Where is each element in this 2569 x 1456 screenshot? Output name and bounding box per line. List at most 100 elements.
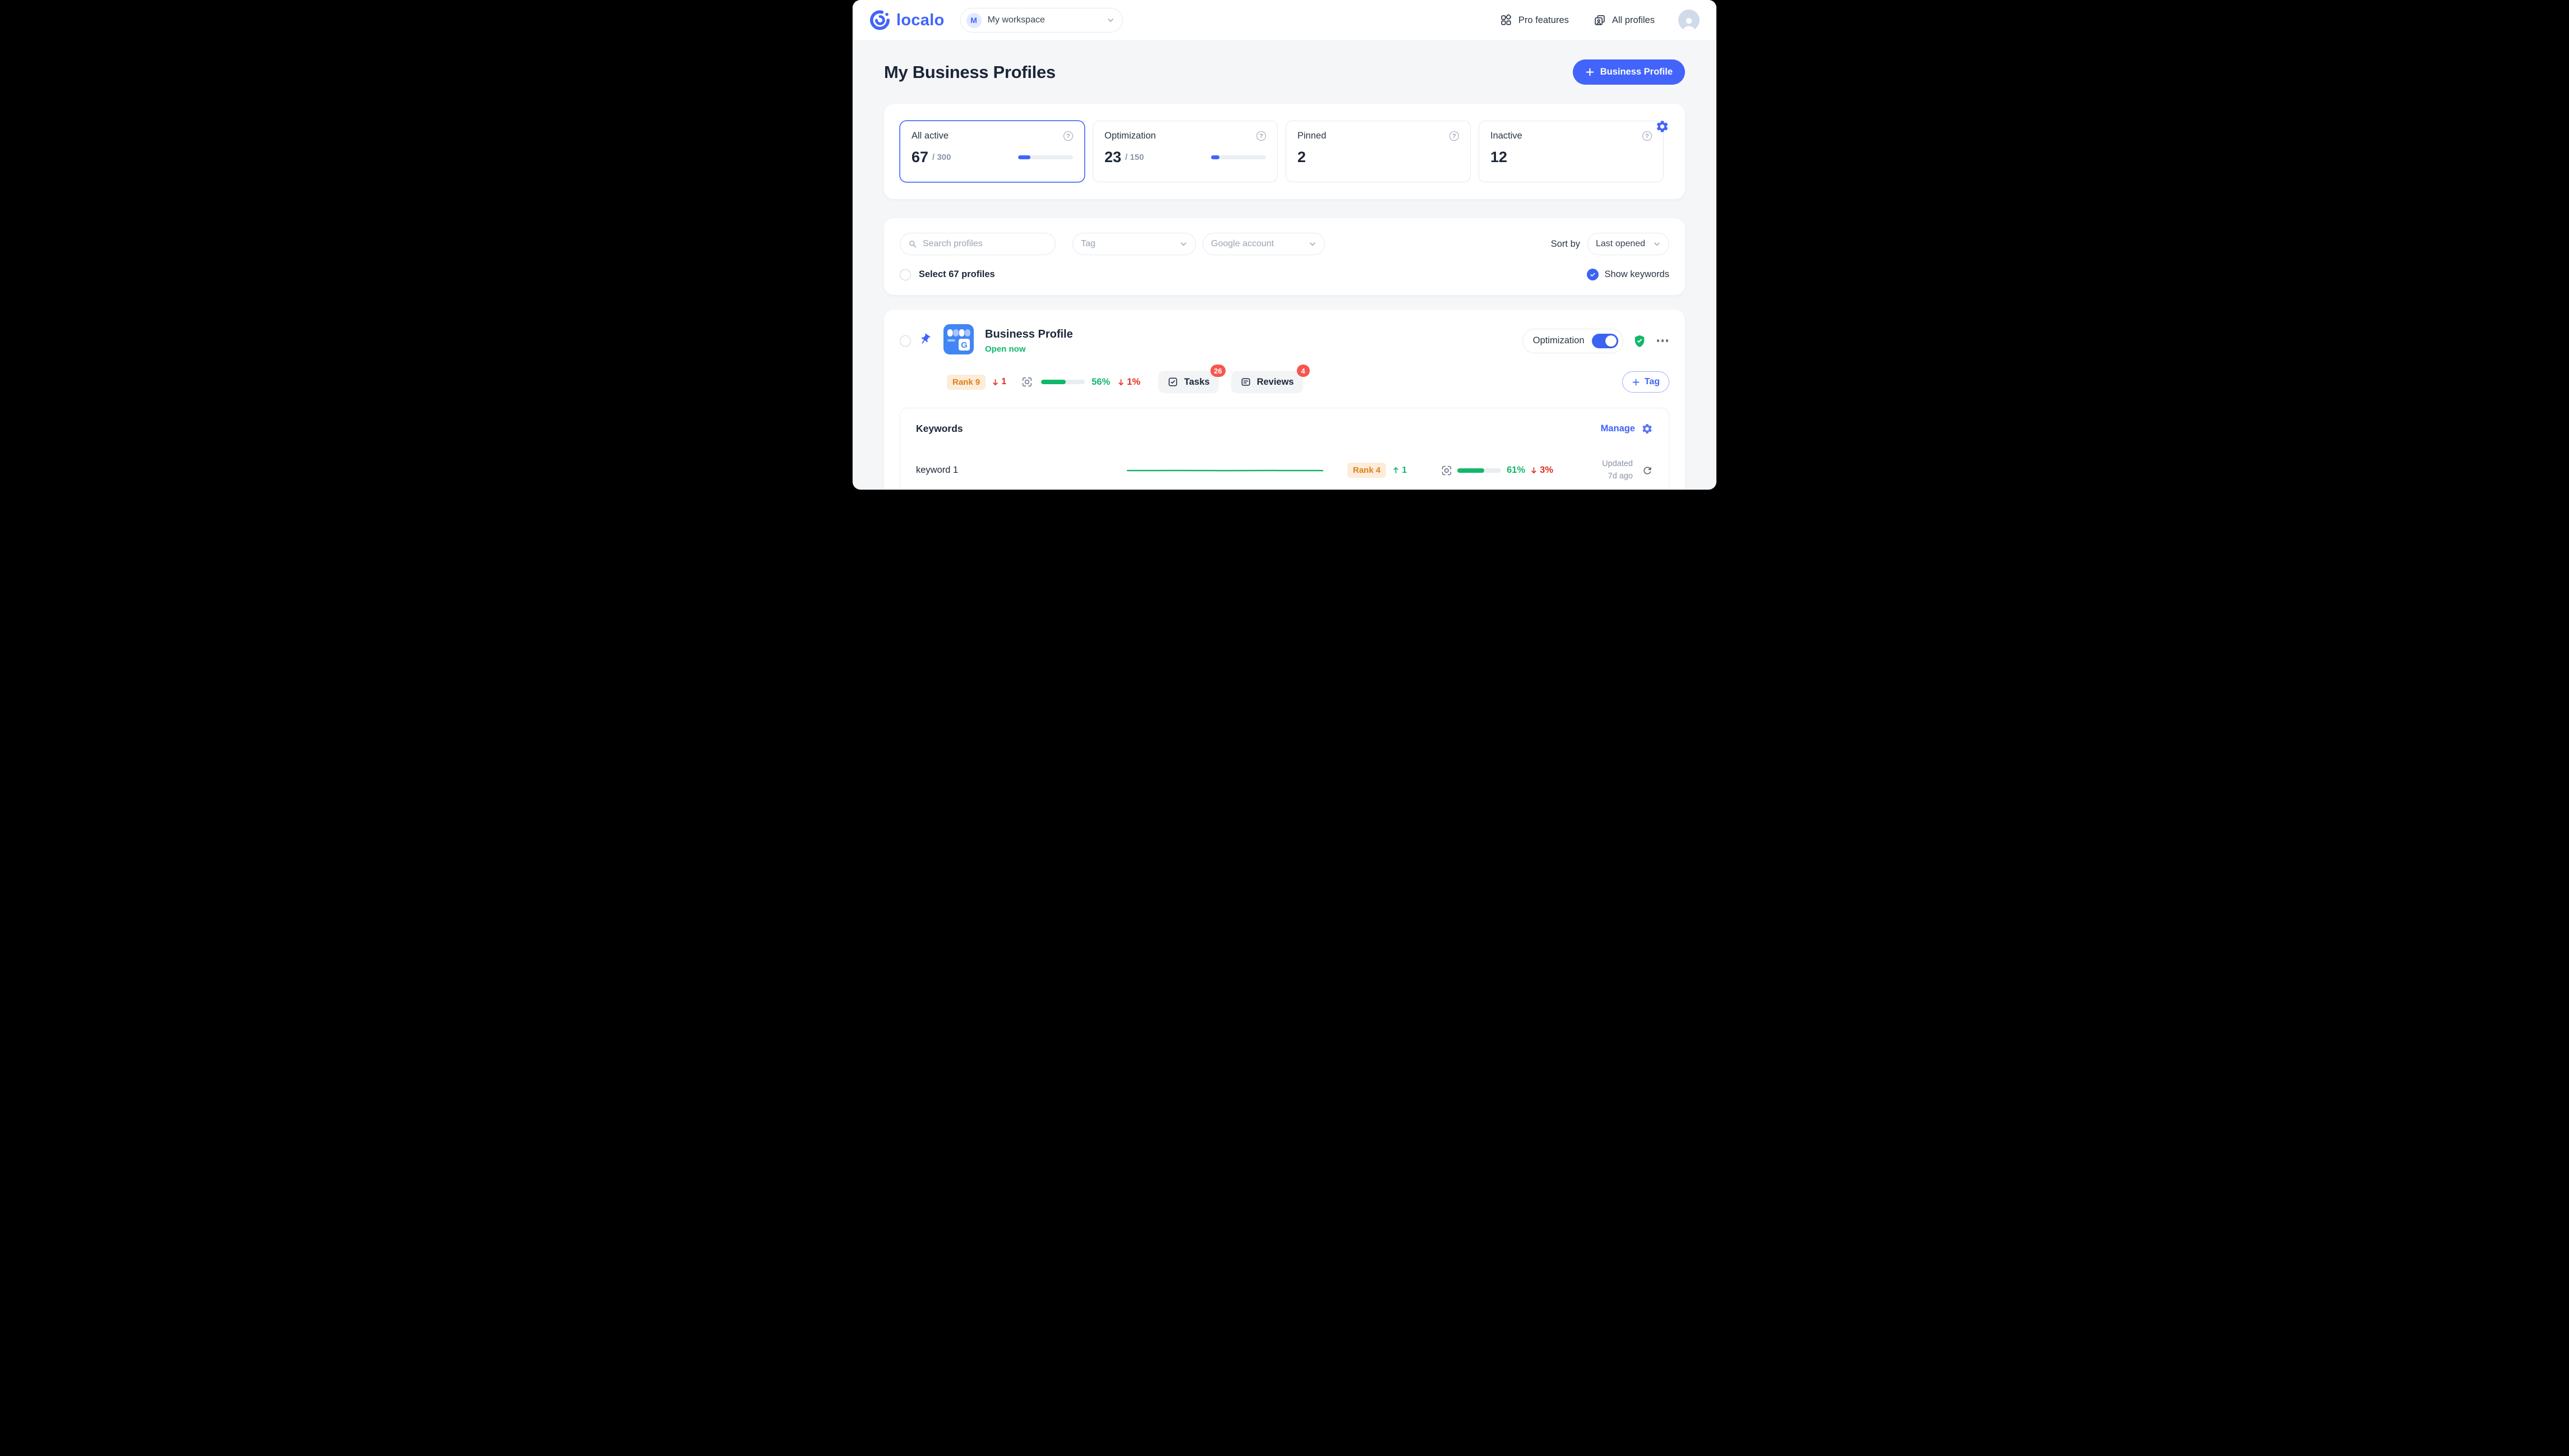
select-row: Select 67 profiles Show keywords: [900, 269, 1669, 280]
optimization-toggle-pill[interactable]: Optimization: [1522, 328, 1623, 353]
localo-logo[interactable]: localo: [869, 10, 945, 31]
grid-icon: [1501, 14, 1511, 25]
chevron-down-icon: [1107, 19, 1113, 22]
workspace-name: My workspace: [987, 15, 1045, 25]
stats-settings-gear-icon[interactable]: [1655, 119, 1669, 136]
localo-logo-text: localo: [896, 11, 945, 29]
plus-icon: [1632, 379, 1640, 385]
arrow-up-icon: [1393, 467, 1398, 474]
title-row: My Business Profiles Business Profile: [884, 59, 1685, 85]
keywords-settings-gear-icon[interactable]: [1641, 423, 1653, 435]
all-profiles-button[interactable]: All profiles: [1594, 14, 1655, 26]
tasks-icon: [1168, 377, 1177, 386]
pro-features-button[interactable]: Pro features: [1500, 14, 1569, 26]
search-icon: [909, 240, 917, 248]
stat-value: 23: [1104, 149, 1122, 165]
stat-max: / 150: [1125, 153, 1144, 162]
stat-label: Optimization: [1104, 131, 1156, 141]
keyword-updated-timestamp: Updated 7d ago: [1602, 459, 1633, 481]
reviews-icon: [1241, 378, 1250, 386]
stat-label: All active: [911, 131, 949, 141]
chevron-down-icon: [1654, 242, 1660, 246]
stat-card-optimization[interactable]: Optimization ? 23 / 150: [1093, 121, 1278, 182]
workspace-avatar: M: [966, 12, 982, 28]
help-icon[interactable]: ?: [1642, 131, 1652, 141]
select-all-checkbox[interactable]: [900, 269, 911, 280]
grade-scan-icon: [1021, 376, 1033, 388]
chevron-down-icon: [1310, 242, 1315, 246]
rank-badge: Rank 9: [947, 374, 986, 390]
business-profile-card: G Business Profile Open now Optimization: [884, 310, 1685, 490]
progress-bar: [1211, 155, 1266, 159]
score-change-down: 1%: [1117, 377, 1140, 388]
show-keywords-toggle[interactable]: Show keywords: [1587, 269, 1669, 280]
pro-features-label: Pro features: [1518, 15, 1569, 25]
tasks-button[interactable]: Tasks 26: [1158, 365, 1226, 393]
optimization-label: Optimization: [1532, 335, 1585, 345]
reviews-button[interactable]: Reviews 4: [1231, 365, 1310, 393]
localo-logo-icon: [870, 10, 890, 30]
sort-dropdown[interactable]: Last opened: [1587, 233, 1669, 255]
search-profiles-field[interactable]: [900, 233, 1056, 255]
stat-card-inactive[interactable]: Inactive ? 12: [1479, 121, 1664, 182]
google-g-glyph: G: [961, 340, 968, 350]
keyword-rank-change-up: 1: [1392, 466, 1407, 476]
grade-scan-icon: [1440, 464, 1453, 477]
keywords-title: Keywords: [916, 423, 963, 434]
keyword-row[interactable]: keyword 1 Rank 4 1: [916, 458, 1653, 483]
tasks-count-badge: 26: [1210, 365, 1226, 377]
search-profiles-input[interactable]: [923, 239, 1047, 249]
workspace-selector[interactable]: M My workspace: [960, 8, 1123, 33]
rank-change-down: 1: [991, 377, 1006, 387]
stat-value: 2: [1297, 149, 1306, 165]
stat-card-all-active[interactable]: All active ? 67 / 300: [900, 121, 1085, 182]
keyword-score-change-down: 3%: [1530, 465, 1553, 476]
top-bar: localo M My workspace Pro features: [853, 0, 1716, 40]
profile-stats-row: Rank 9 1 56%: [947, 365, 1669, 393]
tasks-label: Tasks: [1184, 376, 1210, 387]
more-options-icon[interactable]: [1656, 336, 1670, 345]
user-avatar[interactable]: [1678, 10, 1700, 31]
stat-card-pinned[interactable]: Pinned ? 2: [1286, 121, 1471, 182]
arrow-down-icon: [993, 379, 998, 385]
select-profiles-label: Select 67 profiles: [919, 269, 995, 279]
app-window: localo M My workspace Pro features: [853, 0, 1716, 490]
google-account-filter-dropdown[interactable]: Google account: [1203, 233, 1325, 255]
profile-checkbox[interactable]: [900, 335, 911, 347]
keyword-score-percent: 61%: [1507, 465, 1526, 476]
sort-group: Sort by Last opened: [1551, 233, 1669, 255]
optimization-switch[interactable]: [1591, 333, 1618, 348]
add-business-profile-button[interactable]: Business Profile: [1572, 59, 1685, 85]
chevron-down-icon: [1181, 242, 1186, 246]
stat-label: Inactive: [1490, 131, 1522, 141]
page-title: My Business Profiles: [884, 62, 1056, 82]
pin-icon[interactable]: [919, 333, 931, 348]
stat-value: 12: [1490, 149, 1508, 165]
score-percent: 56%: [1092, 376, 1111, 387]
person-icon: [1683, 18, 1695, 31]
keyword-rank-badge: Rank 4: [1347, 463, 1387, 478]
help-icon[interactable]: ?: [1256, 131, 1266, 141]
google-account-placeholder: Google account: [1211, 239, 1274, 248]
reviews-label: Reviews: [1256, 376, 1294, 387]
google-business-profile-icon[interactable]: G: [943, 324, 974, 357]
plus-icon: [1586, 68, 1594, 76]
refresh-icon[interactable]: [1642, 465, 1653, 476]
help-icon[interactable]: ?: [1449, 131, 1459, 141]
checked-circle-icon: [1587, 269, 1599, 280]
show-keywords-label: Show keywords: [1604, 269, 1669, 279]
keyword-trend-sparkline: [1126, 469, 1324, 472]
profile-meta: Business Profile Open now: [985, 328, 1073, 354]
add-tag-button[interactable]: Tag: [1622, 371, 1669, 393]
manage-keywords-link[interactable]: Manage: [1600, 423, 1635, 434]
stat-label: Pinned: [1297, 131, 1327, 141]
tag-filter-dropdown[interactable]: Tag: [1072, 233, 1196, 255]
filters-panel: Tag Google account Sort by Last opened: [884, 218, 1685, 295]
arrow-down-icon: [1118, 379, 1124, 385]
profile-name[interactable]: Business Profile: [985, 328, 1073, 340]
help-icon[interactable]: ?: [1063, 131, 1073, 141]
verified-shield-icon: [1633, 334, 1646, 348]
stat-max: / 300: [932, 153, 951, 162]
add-tag-label: Tag: [1644, 377, 1660, 386]
add-business-profile-label: Business Profile: [1600, 67, 1673, 77]
